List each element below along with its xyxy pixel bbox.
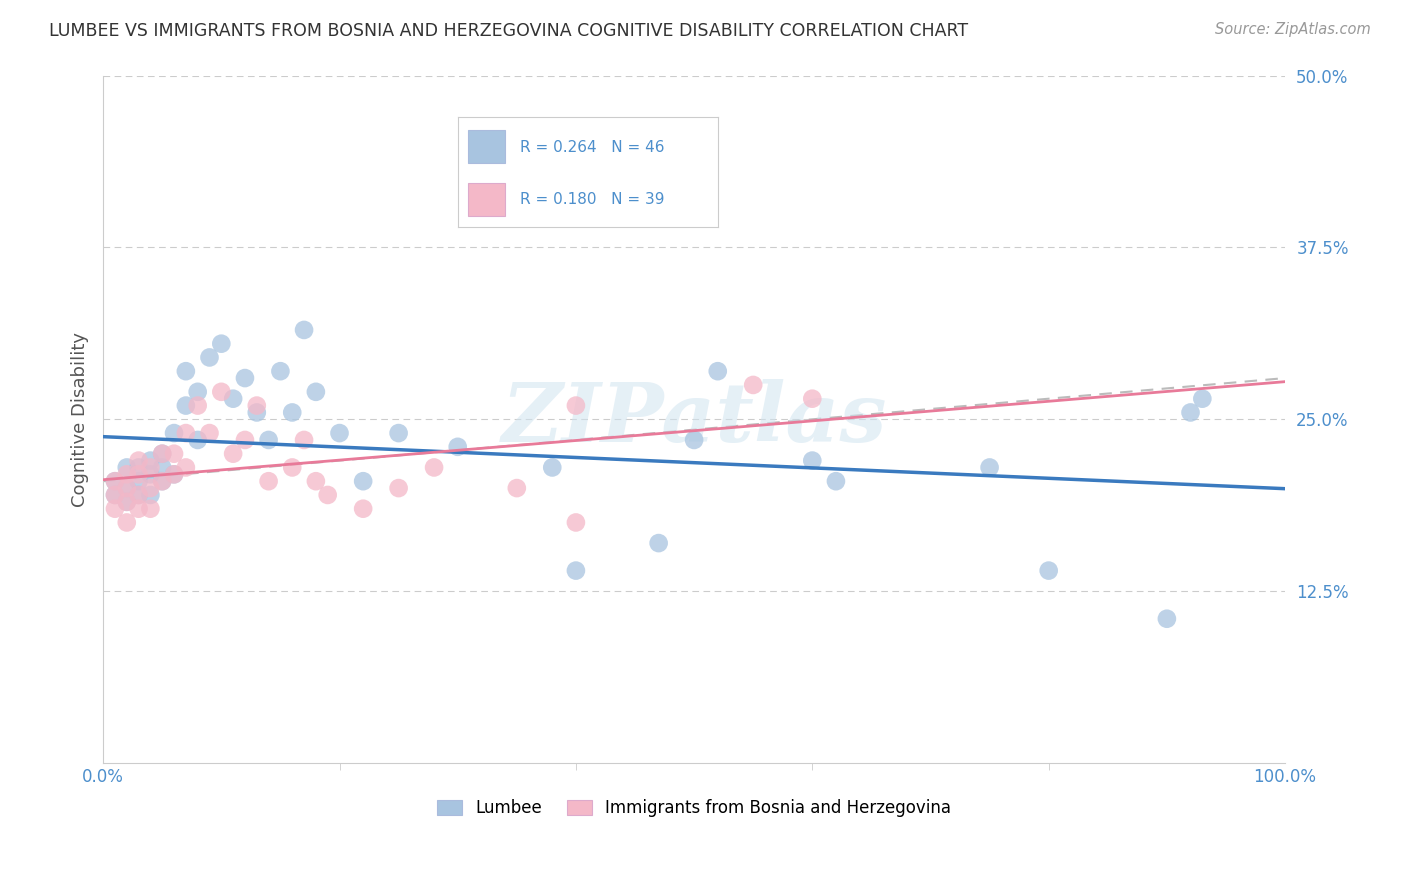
Point: [352, 501, 374, 516]
Point: [281, 405, 304, 419]
Point: [541, 460, 564, 475]
Point: [139, 460, 162, 475]
Point: [150, 474, 173, 488]
Point: [706, 364, 728, 378]
Point: [305, 384, 328, 399]
Point: [187, 399, 209, 413]
Point: [447, 440, 470, 454]
Point: [128, 453, 150, 467]
Point: [801, 392, 824, 406]
Point: [198, 426, 221, 441]
Point: [139, 467, 162, 482]
Point: [104, 488, 127, 502]
Point: [104, 501, 127, 516]
Point: [163, 467, 186, 482]
Point: [150, 474, 173, 488]
Text: Source: ZipAtlas.com: Source: ZipAtlas.com: [1215, 22, 1371, 37]
Point: [115, 481, 138, 495]
Point: [115, 516, 138, 530]
Point: [565, 399, 588, 413]
Point: [305, 474, 328, 488]
Point: [388, 426, 411, 441]
Point: [388, 481, 411, 495]
Point: [742, 378, 765, 392]
Point: [198, 351, 221, 365]
Point: [209, 336, 232, 351]
Point: [246, 399, 269, 413]
Point: [683, 433, 706, 447]
Point: [801, 453, 824, 467]
Point: [506, 481, 529, 495]
Text: LUMBEE VS IMMIGRANTS FROM BOSNIA AND HERZEGOVINA COGNITIVE DISABILITY CORRELATIO: LUMBEE VS IMMIGRANTS FROM BOSNIA AND HER…: [49, 22, 969, 40]
Point: [174, 399, 197, 413]
Point: [233, 433, 256, 447]
Point: [647, 536, 669, 550]
Point: [139, 481, 162, 495]
Point: [128, 460, 150, 475]
Point: [233, 371, 256, 385]
Point: [163, 426, 186, 441]
Point: [1156, 612, 1178, 626]
Point: [316, 488, 339, 502]
Point: [222, 392, 245, 406]
Point: [104, 488, 127, 502]
Point: [128, 467, 150, 482]
Point: [352, 474, 374, 488]
Point: [163, 467, 186, 482]
Point: [115, 460, 138, 475]
Point: [115, 467, 138, 482]
Point: [139, 453, 162, 467]
Point: [163, 447, 186, 461]
Point: [1038, 564, 1060, 578]
Point: [246, 405, 269, 419]
Text: ZIPatlas: ZIPatlas: [502, 379, 887, 459]
Point: [139, 488, 162, 502]
Point: [139, 501, 162, 516]
Point: [257, 433, 280, 447]
Point: [115, 495, 138, 509]
Point: [269, 364, 291, 378]
Point: [565, 564, 588, 578]
Point: [115, 481, 138, 495]
Point: [128, 488, 150, 502]
Point: [150, 447, 173, 461]
Point: [174, 364, 197, 378]
Point: [187, 433, 209, 447]
Point: [1191, 392, 1213, 406]
Point: [292, 433, 315, 447]
Point: [328, 426, 350, 441]
Point: [423, 460, 446, 475]
Point: [150, 447, 173, 461]
Legend: Lumbee, Immigrants from Bosnia and Herzegovina: Lumbee, Immigrants from Bosnia and Herze…: [430, 792, 957, 823]
Point: [174, 426, 197, 441]
Point: [565, 516, 588, 530]
Point: [104, 474, 127, 488]
Point: [257, 474, 280, 488]
Point: [150, 460, 173, 475]
Point: [187, 384, 209, 399]
Point: [128, 488, 150, 502]
Point: [1180, 405, 1202, 419]
Point: [209, 384, 232, 399]
Point: [115, 495, 138, 509]
Point: [174, 460, 197, 475]
Point: [281, 460, 304, 475]
Point: [979, 460, 1001, 475]
Point: [104, 474, 127, 488]
Point: [128, 474, 150, 488]
Y-axis label: Cognitive Disability: Cognitive Disability: [72, 332, 89, 507]
Point: [128, 501, 150, 516]
Point: [825, 474, 848, 488]
Point: [222, 447, 245, 461]
Point: [292, 323, 315, 337]
